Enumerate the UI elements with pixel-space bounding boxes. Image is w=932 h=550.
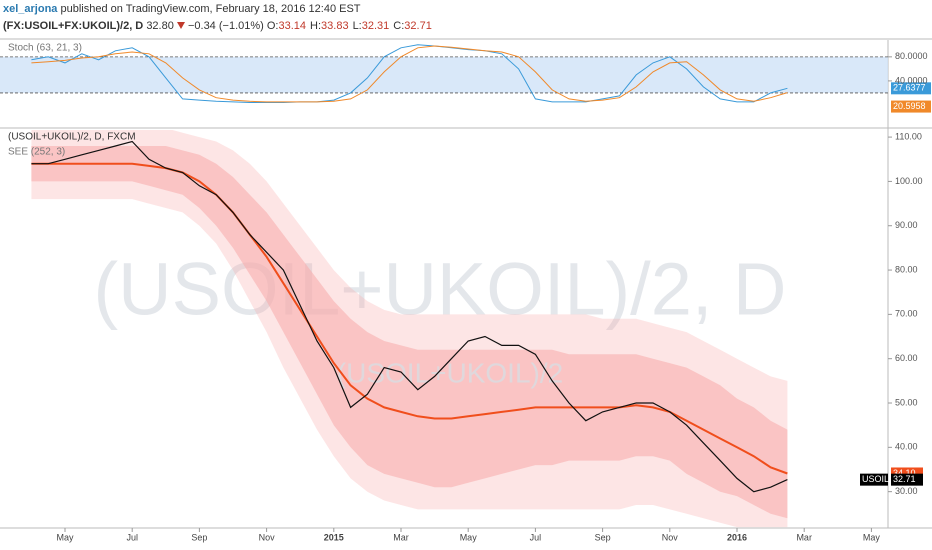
- plot: [0, 44, 888, 103]
- ohlc-value: 33.14: [278, 20, 307, 32]
- legend-title: (USOIL+UKOIL)/2, D, FXCM: [8, 132, 136, 143]
- y-tick-label: 50.00: [895, 397, 918, 407]
- y-tick-label: 80.0000: [895, 51, 928, 61]
- ohlc-key: C:: [393, 20, 405, 32]
- y-tick-label: 70.00: [895, 309, 918, 319]
- x-tick-label: 2016: [727, 532, 747, 542]
- symbol-tag-bg: [860, 473, 888, 486]
- legend-title: Stoch (63, 21, 3): [8, 43, 82, 54]
- x-tick-label: Sep: [191, 532, 207, 542]
- change: −0.34 (−1.01%): [187, 20, 264, 32]
- ohlc-value: 32.71: [404, 20, 432, 32]
- series-line: [31, 45, 788, 103]
- symbol: (FX:USOIL+FX:UKOIL)/2, D: [3, 20, 144, 32]
- x-tick-label: May: [460, 532, 478, 542]
- level-band: [0, 56, 888, 93]
- plot: (USOIL+UKOIL)/2, D (USOIL+UKOIL)/2: [31, 130, 788, 528]
- see-last-label: 34.10: [893, 468, 916, 478]
- ohlc-key: O:: [266, 20, 279, 32]
- x-tick-label: 2015: [324, 532, 344, 542]
- last: 32.80: [146, 20, 174, 32]
- y-tick-label: 40.00: [895, 442, 918, 452]
- series-line: [31, 44, 788, 103]
- ohlc-value: 33.83: [321, 20, 349, 32]
- y-tick-label: 90.00: [895, 220, 918, 230]
- watermark-2: (USOIL+UKOIL)/2: [337, 357, 563, 388]
- y-tick-label: 60.00: [895, 353, 918, 363]
- author: xel_arjona: [3, 3, 58, 15]
- ohlc: O:33.14 H:33.83 L:32.31 C:32.71: [267, 20, 436, 32]
- legend-see: SEE (252, 3): [8, 147, 65, 158]
- series-line: [31, 140, 788, 493]
- x-tick-label: Jul: [126, 532, 138, 542]
- ohlc-key: L:: [352, 20, 362, 32]
- last-value-label: 27.6377: [893, 83, 926, 93]
- inner-band: [31, 146, 788, 519]
- last-value-label-bg: [891, 100, 931, 113]
- down-arrow: [176, 22, 185, 29]
- last-value-label: 20.5958: [893, 101, 926, 111]
- symbol-tag: USOIL: [862, 474, 889, 484]
- y-tick-label: 40.0000: [895, 75, 928, 85]
- last-value-label-bg: [891, 473, 923, 486]
- y-tick-label: 80.00: [895, 264, 918, 274]
- x-tick-label: May: [56, 532, 74, 542]
- last-value-label-bg: [891, 82, 931, 95]
- header-line: xel_arjona published on TradingView.com,…: [3, 3, 361, 15]
- ohlc-key: H:: [310, 20, 322, 32]
- x-tick-label: Mar: [796, 532, 812, 542]
- x-tick-label: Nov: [259, 532, 276, 542]
- x-tick-label: Mar: [393, 532, 409, 542]
- see-line: [31, 162, 788, 475]
- watermark: (USOIL+UKOIL)/2, D: [94, 248, 787, 331]
- ohlc-value: 32.31: [361, 20, 390, 32]
- header-line: (FX:USOIL+FX:UKOIL)/2, D 32.80 −0.34 (−1…: [3, 20, 436, 32]
- x-tick-label: Jul: [530, 532, 542, 542]
- x-tick-label: May: [863, 532, 881, 542]
- header: xel_arjona published on TradingView.com,…: [0, 0, 932, 38]
- x-tick-label: Nov: [662, 532, 679, 542]
- published: published on TradingView.com, February 1…: [60, 3, 361, 15]
- y-tick-label: 30.00: [895, 486, 918, 496]
- last-value-label: 32.71: [893, 474, 916, 484]
- y-tick-label: 110.00: [895, 131, 922, 141]
- x-tick-label: Sep: [595, 532, 611, 542]
- y-tick-label: 100.00: [895, 176, 923, 186]
